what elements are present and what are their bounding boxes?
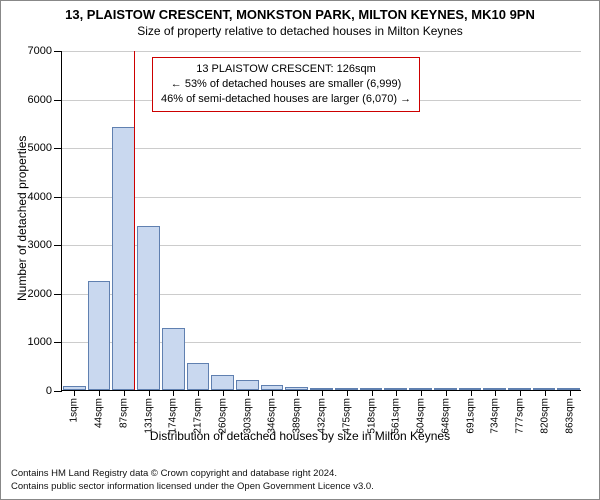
x-tick-mark [297,390,298,396]
x-tick-mark [248,390,249,396]
title-main: 13, PLAISTOW CRESCENT, MONKSTON PARK, MI… [1,7,599,22]
title-sub: Size of property relative to detached ho… [1,24,599,38]
x-tick-label: 863sqm [564,398,575,434]
histogram-bar [187,363,210,390]
y-tick-label: 3000 [28,239,52,251]
title-block: 13, PLAISTOW CRESCENT, MONKSTON PARK, MI… [1,1,599,38]
y-tick-mark [54,342,62,343]
x-tick-mark [74,390,75,396]
y-tick-label: 6000 [28,94,52,106]
y-tick-mark [54,51,62,52]
histogram-bar [137,226,160,390]
y-axis-title: Number of detached properties [15,136,29,301]
y-tick-mark [54,245,62,246]
y-tick-mark [54,391,62,392]
y-tick-mark [54,294,62,295]
x-tick-mark [322,390,323,396]
footer-line-1: Contains HM Land Registry data © Crown c… [11,468,374,480]
x-tick-label: 44sqm [94,398,105,428]
annotation-line-1: 13 PLAISTOW CRESCENT: 126sqm [161,62,411,77]
histogram-bar [88,281,111,390]
histogram-bar [236,380,259,390]
y-tick-mark [54,148,62,149]
x-tick-mark [421,390,422,396]
y-tick-label: 7000 [28,45,52,57]
x-tick-label: 777sqm [515,398,526,434]
x-tick-mark [124,390,125,396]
y-tick-label: 5000 [28,142,52,154]
histogram-bar [211,375,234,390]
y-tick-label: 1000 [28,336,52,348]
reference-line [134,51,135,390]
x-tick-mark [173,390,174,396]
y-tick-label: 0 [46,385,52,397]
y-tick-label: 4000 [28,191,52,203]
chart-area: 01000200030004000500060007000 13 PLAISTO… [61,51,581,391]
y-tick-mark [54,197,62,198]
histogram-bar [112,127,135,390]
x-tick-mark [446,390,447,396]
x-tick-label: 1sqm [69,398,80,422]
x-tick-mark [272,390,273,396]
x-tick-label: 734sqm [490,398,501,434]
footer-attribution: Contains HM Land Registry data © Crown c… [11,468,374,493]
x-tick-label: 820sqm [539,398,550,434]
x-tick-mark [372,390,373,396]
x-tick-mark [149,390,150,396]
x-tick-mark [545,390,546,396]
x-tick-mark [471,390,472,396]
annotation-line-3: 46% of semi-detached houses are larger (… [161,92,411,107]
x-tick-mark [520,390,521,396]
x-tick-mark [495,390,496,396]
x-tick-label: 87sqm [118,398,129,428]
x-tick-mark [198,390,199,396]
x-tick-mark [99,390,100,396]
histogram-bar [162,328,185,390]
x-axis-title: Distribution of detached houses by size … [150,429,450,443]
x-tick-mark [570,390,571,396]
annotation-line-2: ← 53% of detached houses are smaller (6,… [161,77,411,92]
footer-line-2: Contains public sector information licen… [11,481,374,493]
x-tick-mark [223,390,224,396]
x-tick-mark [396,390,397,396]
x-tick-mark [347,390,348,396]
y-tick-label: 2000 [28,288,52,300]
figure-container: 13, PLAISTOW CRESCENT, MONKSTON PARK, MI… [0,0,600,500]
x-tick-label: 691sqm [465,398,476,434]
plot-region: 01000200030004000500060007000 13 PLAISTO… [61,51,581,391]
annotation-box: 13 PLAISTOW CRESCENT: 126sqm ← 53% of de… [152,57,420,112]
y-tick-mark [54,100,62,101]
